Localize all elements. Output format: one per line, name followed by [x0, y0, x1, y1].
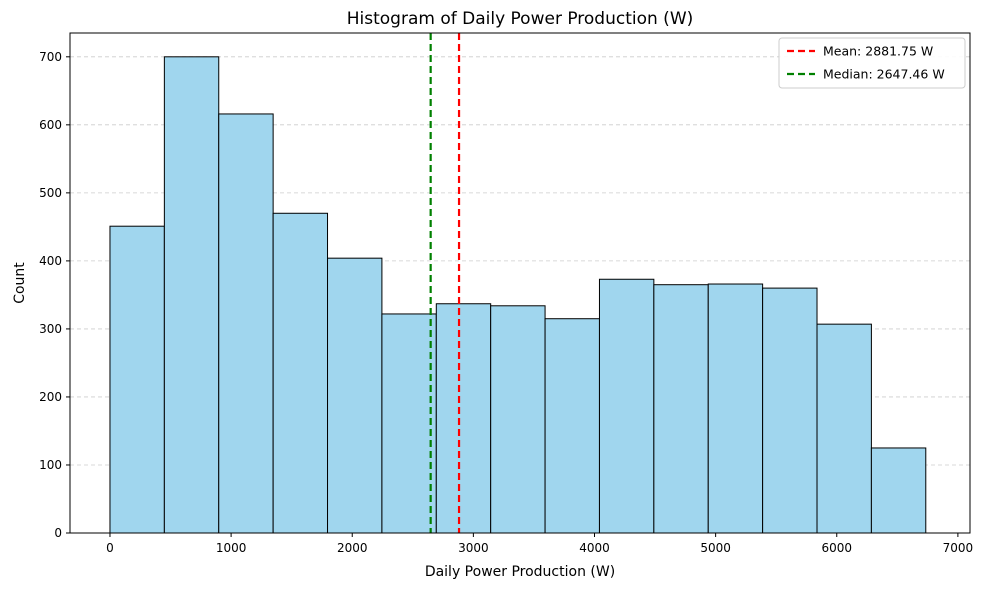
y-tick-label-2: 200 — [39, 390, 62, 404]
y-tick-label-0: 0 — [54, 526, 62, 540]
y-axis-ticks: 0 100 200 300 400 500 600 700 — [39, 50, 70, 540]
bar-10 — [653, 284, 709, 534]
bar-13 — [816, 323, 872, 534]
y-tick-label-4: 400 — [39, 254, 62, 268]
bar-14 — [870, 447, 927, 534]
bar-4 — [327, 257, 383, 534]
histogram-bars — [109, 56, 927, 534]
bar-11 — [707, 283, 764, 534]
bar-1 — [163, 56, 220, 534]
x-tick-label-3: 3000 — [458, 541, 489, 555]
bar-0 — [109, 225, 165, 534]
x-tick-label-0: 0 — [106, 541, 114, 555]
bar-5 — [381, 313, 437, 534]
legend-box — [778, 37, 966, 89]
x-tick-label-7: 7000 — [943, 541, 974, 555]
x-tick-label-4: 4000 — [579, 541, 610, 555]
y-axis-label: Count — [12, 262, 28, 304]
y-tick-label-5: 500 — [39, 186, 62, 200]
x-tick-label-2: 2000 — [337, 541, 368, 555]
bar-2 — [218, 113, 274, 534]
bar-12 — [762, 287, 818, 534]
plot-area-frame — [69, 32, 971, 534]
x-axis-ticks: 0 1000 2000 3000 4000 5000 6000 7000 — [106, 533, 973, 555]
legend-label-0: Mean: 2881.75 W — [823, 44, 933, 59]
y-tick-label-6: 600 — [39, 118, 62, 132]
legend: Mean: 2881.75 W Median: 2647.46 W — [778, 37, 966, 89]
y-tick-label-7: 700 — [39, 50, 62, 64]
y-tick-label-1: 100 — [39, 458, 62, 472]
bar-9 — [598, 278, 655, 534]
bar-6 — [435, 303, 492, 534]
bar-8 — [544, 318, 600, 534]
x-tick-label-6: 6000 — [821, 541, 852, 555]
bar-3 — [272, 212, 329, 534]
x-tick-label-1: 1000 — [216, 541, 247, 555]
reference-lines — [429, 33, 461, 533]
legend-label-1: Median: 2647.46 W — [823, 67, 945, 82]
x-tick-label-5: 5000 — [700, 541, 731, 555]
y-tick-label-3: 300 — [39, 322, 62, 336]
x-axis-label: Daily Power Production (W) — [425, 564, 615, 580]
chart-title: Histogram of Daily Power Production (W) — [347, 9, 694, 29]
bar-7 — [490, 305, 546, 534]
